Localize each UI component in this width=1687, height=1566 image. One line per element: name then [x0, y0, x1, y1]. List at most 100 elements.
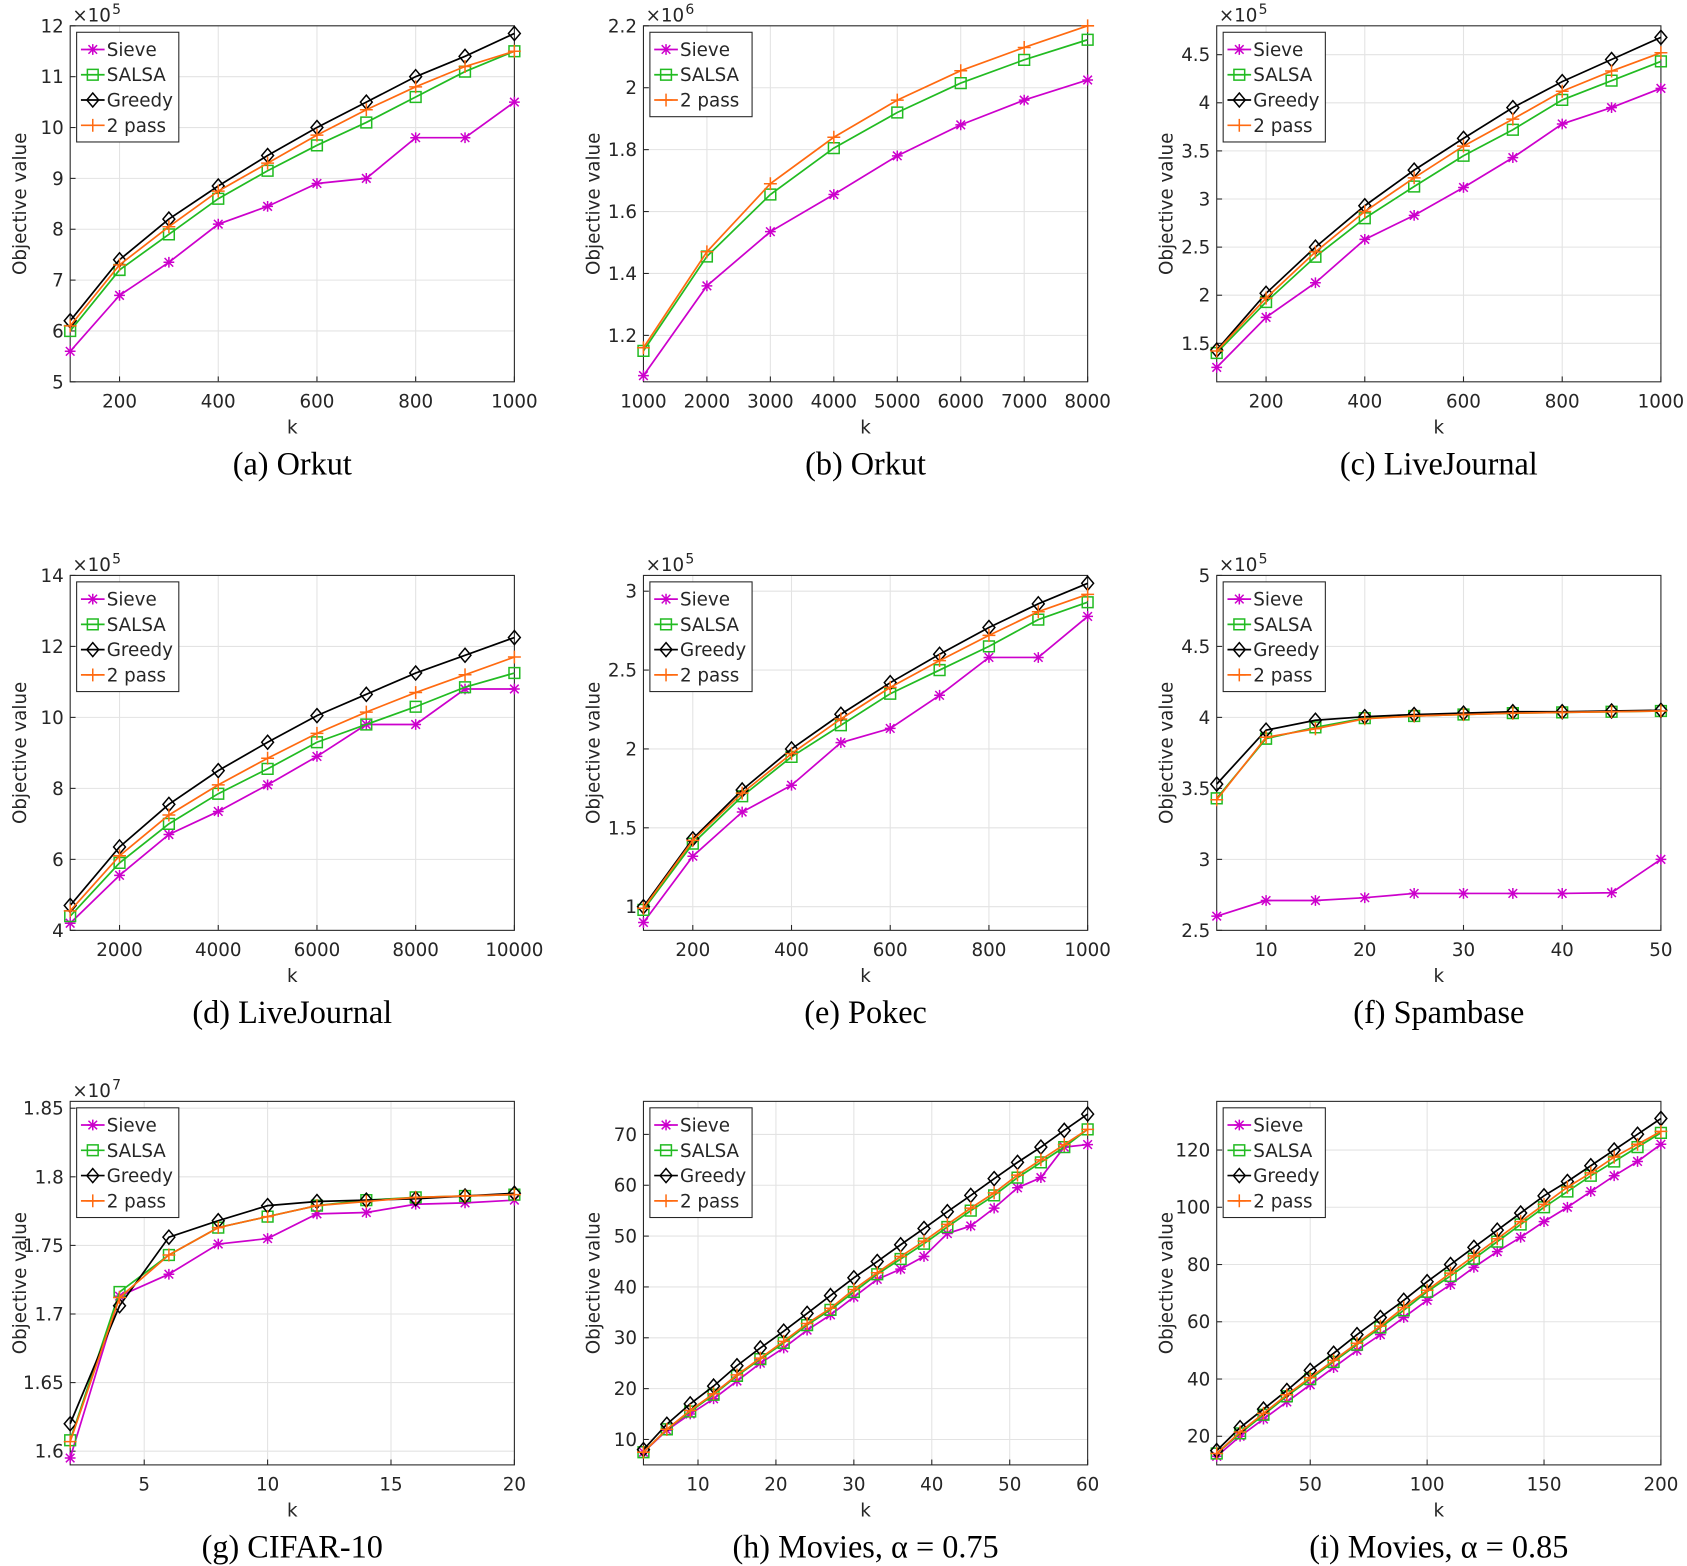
data-point [636, 901, 650, 915]
y-tick-label: 7 [52, 271, 64, 292]
legend-marker [1233, 1144, 1246, 1157]
data-point [1631, 1141, 1644, 1154]
data-point [1584, 1166, 1598, 1180]
data-point [1082, 74, 1094, 86]
data-point [1081, 19, 1095, 33]
data-point [1491, 1246, 1503, 1258]
y-tick-label: 10 [40, 708, 63, 729]
data-point [1233, 1425, 1247, 1439]
series-line [642, 79, 1088, 377]
y-tick-label: 12 [40, 637, 63, 658]
data-point [700, 245, 714, 259]
x-tick-label: 50 [1299, 1475, 1322, 1496]
y-axis-label: Objective value [1157, 682, 1178, 824]
x-tick-label: 20 [503, 1475, 526, 1496]
series-line [1216, 60, 1662, 354]
data-point [1654, 46, 1668, 60]
data-point [1654, 1124, 1668, 1138]
y-multiplier-exponent: 6 [685, 2, 694, 18]
legend-label: SALSA [680, 615, 740, 636]
legend-label: SALSA [680, 65, 740, 86]
data-point [988, 1202, 1000, 1214]
legend-marker [1232, 1194, 1246, 1208]
data-point [507, 650, 521, 664]
y-tick-label: 8 [52, 779, 64, 800]
data-point [1654, 55, 1668, 68]
y-tick-label: 3 [1199, 850, 1211, 871]
data-point [212, 806, 224, 817]
y-tick-label: 3 [1199, 189, 1211, 210]
legend-marker [659, 641, 673, 658]
data-point [359, 686, 374, 703]
series-line [69, 636, 515, 907]
series-line [642, 601, 1088, 911]
data-point [1310, 895, 1321, 906]
axes-box [69, 25, 515, 383]
panel: 10 20 30 40 50 2.5 3 3.5 4 4.5 5 k Objective value (f… [1157, 552, 1673, 1030]
data-point [955, 119, 967, 131]
data-point [1017, 41, 1031, 54]
data-point [964, 1201, 978, 1215]
series-line [642, 582, 1088, 908]
data-point [847, 1283, 861, 1296]
y-tick-label: 1.5 [608, 818, 637, 839]
legend-label: Greedy [1253, 640, 1319, 661]
x-tick-label: 40 [1551, 940, 1574, 961]
data-point [310, 139, 324, 152]
data-point [212, 787, 225, 800]
chart-title: (c) LiveJournal [1340, 445, 1538, 481]
series-line [69, 101, 515, 352]
legend-marker [87, 44, 99, 55]
data-point [113, 856, 126, 870]
data-point [1012, 1182, 1023, 1194]
data-point [895, 1263, 906, 1275]
y-axis-label: Objective value [583, 682, 604, 824]
data-point [458, 681, 472, 694]
series-line [69, 32, 515, 322]
legend-label: Greedy [107, 1166, 173, 1187]
series-line [1216, 710, 1661, 801]
series-line [1216, 1130, 1662, 1455]
data-point [212, 218, 224, 230]
x-tick-label: 1000 [1638, 392, 1685, 413]
data-point [310, 1199, 324, 1213]
data-point [891, 150, 903, 162]
data-point [359, 705, 373, 719]
y-tick-label: 2 [1199, 286, 1211, 307]
y-tick-label: 3.5 [1181, 141, 1210, 162]
legend-label: Greedy [107, 90, 173, 111]
chart-title: (e) Pokec [804, 994, 927, 1030]
data-point [800, 1317, 814, 1331]
x-tick-label: 8000 [1064, 392, 1111, 413]
axes-box [642, 1100, 1089, 1466]
data-point [1506, 706, 1520, 720]
data-point [1507, 888, 1519, 899]
y-tick-label: 1 [625, 897, 637, 918]
legend-label: 2 pass [1253, 665, 1312, 686]
y-tick-label: 20 [614, 1379, 637, 1400]
data-point [1327, 1353, 1341, 1367]
data-point [63, 319, 77, 333]
legend-marker [1233, 44, 1245, 55]
legend-label: Greedy [680, 1166, 746, 1187]
legend-marker [660, 593, 672, 605]
legend-marker [86, 1194, 100, 1208]
data-point [162, 220, 176, 234]
series-line [1216, 87, 1662, 368]
x-tick-label: 20 [764, 1475, 787, 1496]
data-point [1458, 182, 1469, 193]
panel: 200 400 600 800 1000 5 6 7 8 9 10 11 12 k Objective va… [10, 2, 538, 481]
data-point [1408, 180, 1421, 193]
x-tick-label: 8000 [392, 940, 438, 961]
legend-marker [86, 668, 100, 682]
legend-label: 2 pass [680, 90, 739, 111]
x-axis-label: k [1434, 1501, 1445, 1522]
x-tick-label: 6000 [294, 940, 341, 961]
legend-label: 2 pass [680, 665, 739, 686]
y-tick-label: 120 [1175, 1140, 1210, 1161]
panel: 10 20 30 40 50 60 10 20 30 40 50 60 70 k Objective val… [583, 1100, 1099, 1564]
data-point [507, 25, 522, 42]
y-tick-label: 2.2 [608, 16, 637, 37]
panel: 50 100 150 200 20 40 60 80 100 120 k Objective valu… [1157, 1100, 1678, 1564]
x-axis-label: k [1434, 417, 1445, 438]
